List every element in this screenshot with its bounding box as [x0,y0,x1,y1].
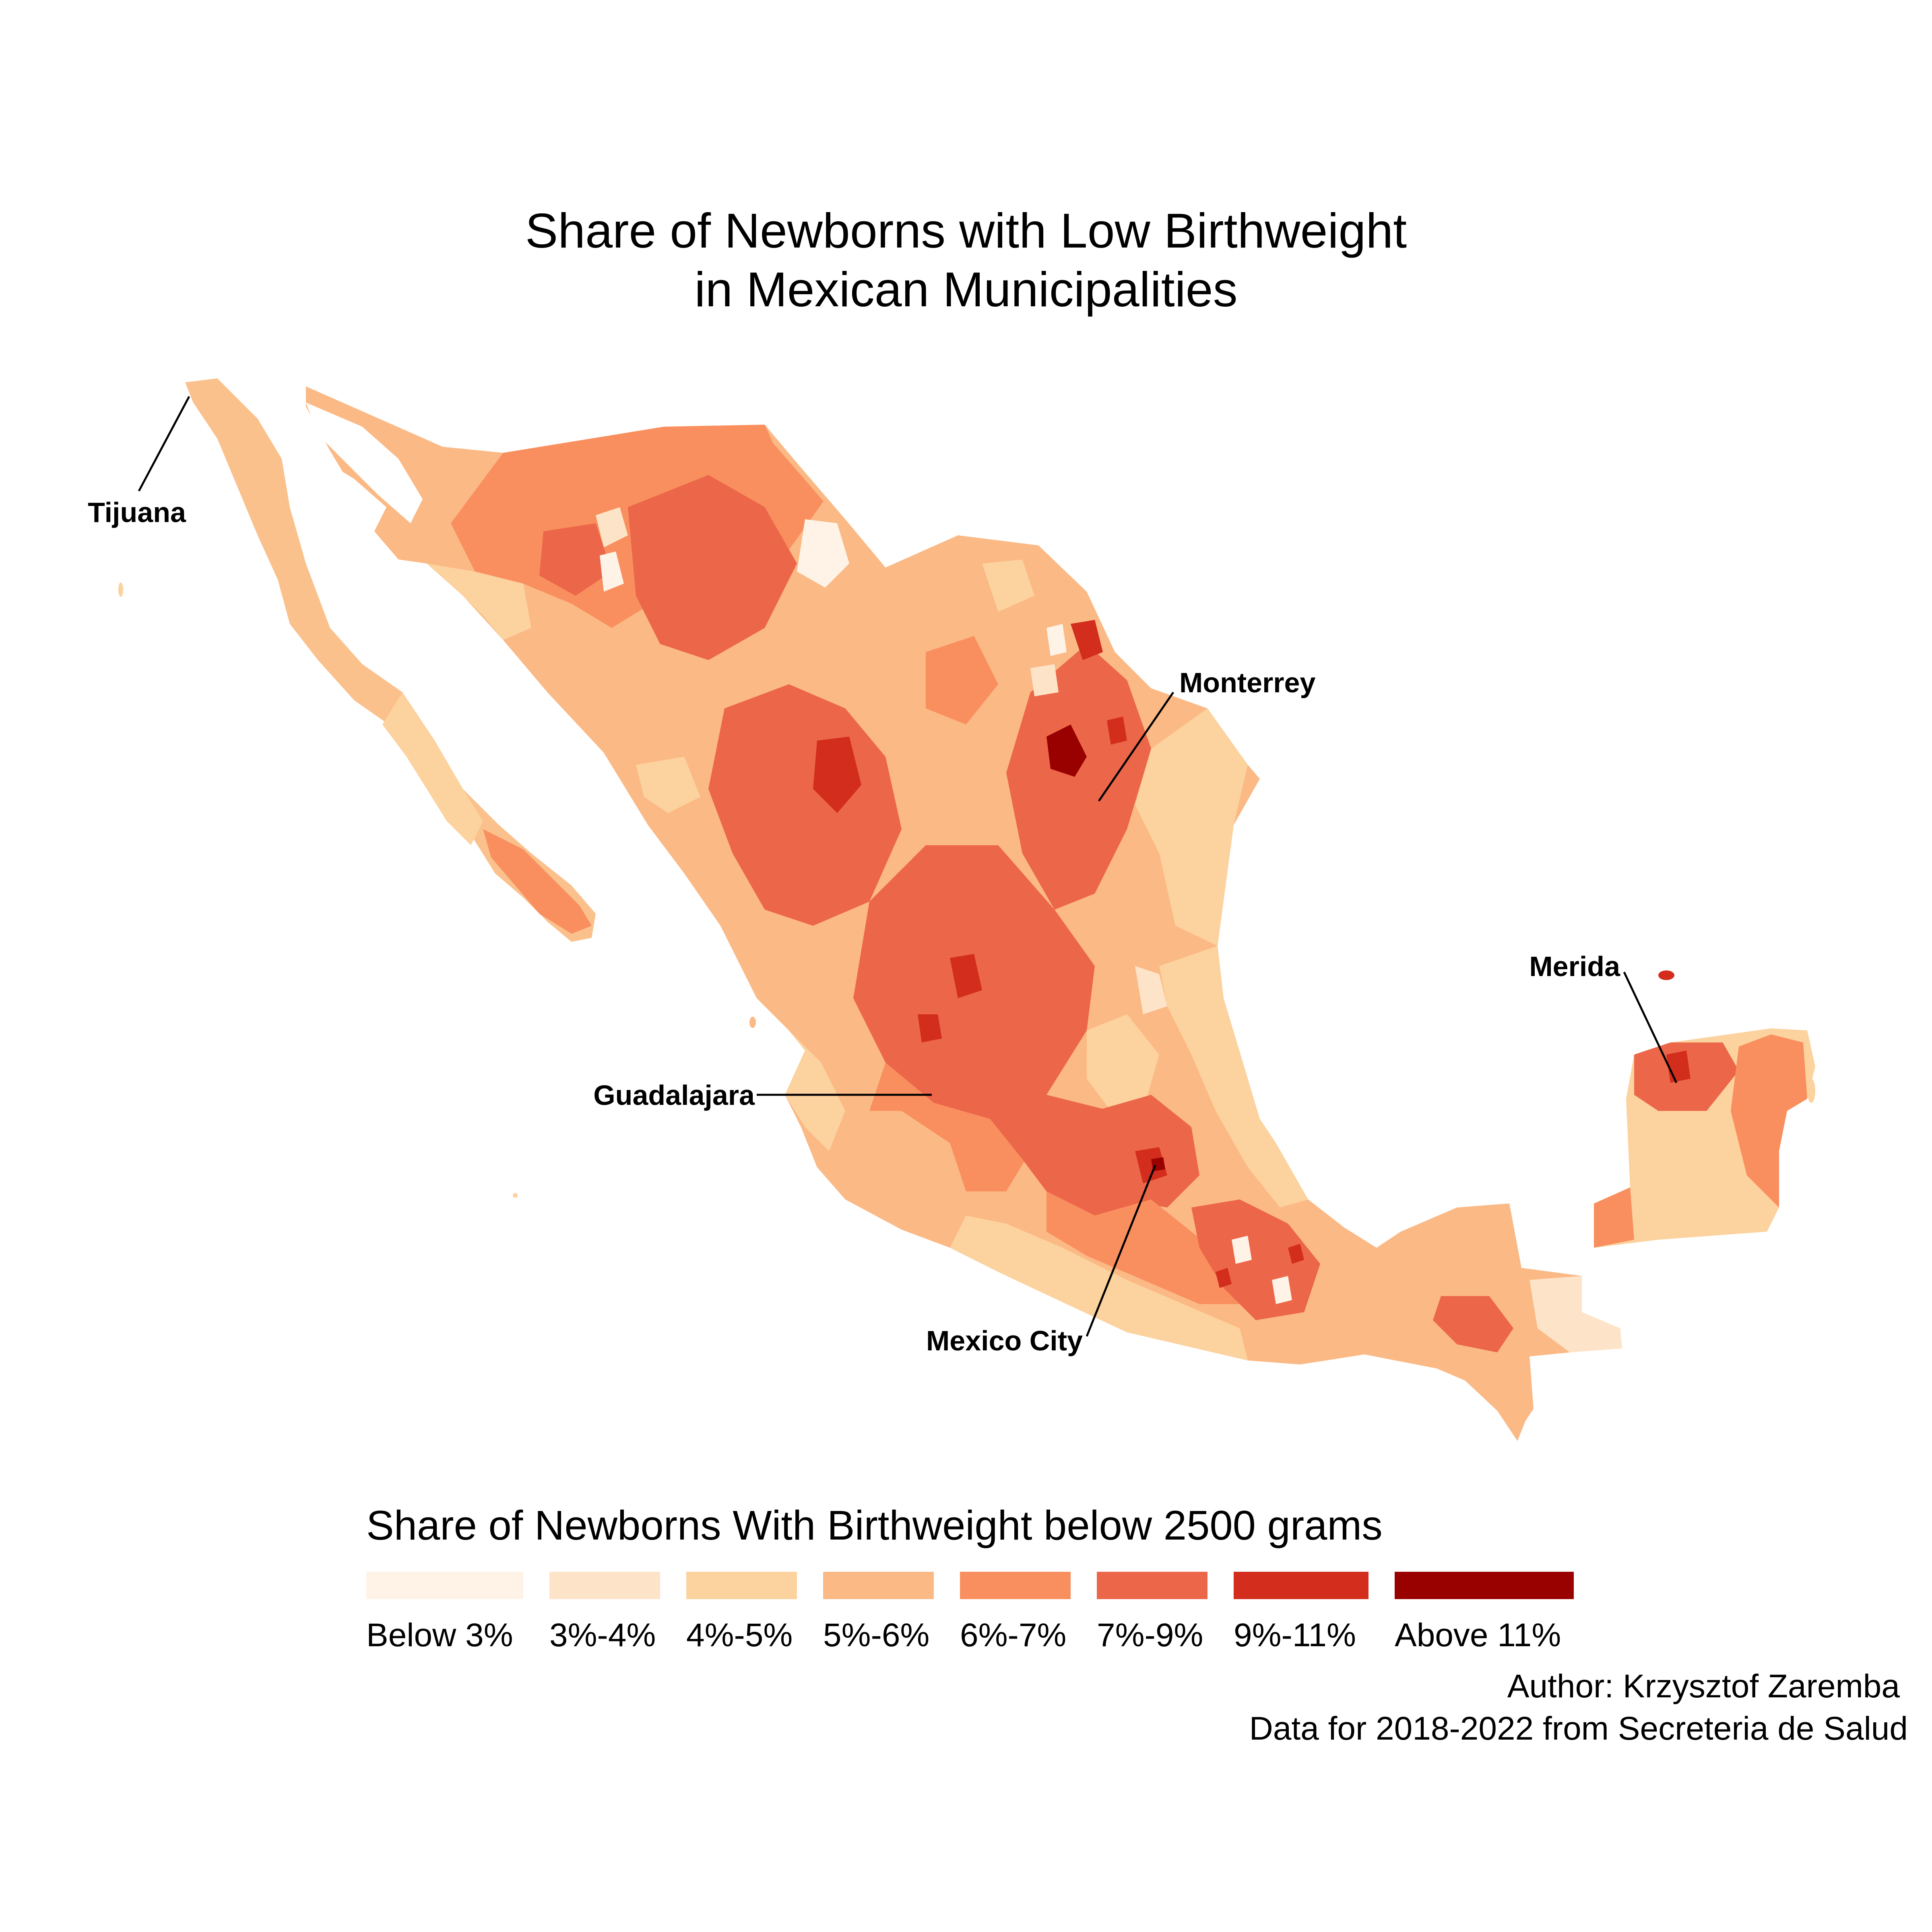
legend-label: 5%-6% [823,1617,930,1653]
author-caption: Author: Krzysztof Zaremba [1507,1668,1900,1705]
legend-label: 7%-9% [1097,1617,1203,1653]
monterrey-leader-line [1098,691,1174,802]
legend-item: 6%-7% [960,1572,1071,1653]
legend-label: 4%-5% [686,1617,793,1653]
city-label-mexico-city: Mexico City [926,1325,1083,1356]
legend-swatch [366,1572,523,1599]
legend-item: Above 11% [1395,1572,1574,1653]
island [118,582,123,597]
legend-swatch [1234,1572,1368,1599]
legend-item: 9%-11% [1234,1572,1368,1653]
gulf-of-california [306,407,604,817]
map-title-line-2: in Mexican Municipalities [694,262,1238,317]
mexico-city-leader-line [1086,1165,1156,1337]
legend-swatch [823,1572,934,1599]
baja-california-region [185,378,596,942]
city-label-guadalajara: Guadalajara [593,1080,755,1111]
los-cabos-region [483,829,592,934]
legend-swatch [960,1572,1071,1599]
legend-item: Below 3% [366,1572,523,1653]
island [1658,970,1674,980]
legend-title: Share of Newborns With Birthweight below… [366,1502,1383,1548]
merida-leader-line [1623,971,1678,1084]
baja-california-south-region [382,692,483,845]
city-label-merida: Merida [1529,951,1620,982]
legend-swatch [1395,1572,1574,1599]
legend-label: Below 3% [366,1617,513,1653]
island [749,1017,756,1028]
legend-label: 3%-4% [549,1617,656,1653]
legend-swatch [1097,1572,1208,1599]
legend-item: 7%-9% [1097,1572,1208,1653]
city-label-tijuana: Tijuana [88,497,186,528]
island [513,1193,518,1198]
legend-label: 9%-11% [1234,1617,1356,1653]
map-title-line-1: Share of Newborns with Low Birthweight [525,203,1407,258]
legend-label: 6%-7% [960,1617,1067,1653]
source-caption: Data for 2018-2022 from Secreteria de Sa… [1249,1710,1908,1747]
legend: Below 3% 3%-4% 4%-5% 5%-6% 6%-7% 7%-9% 9%-11% A… [366,1572,1614,1693]
legend-item: 3%-4% [549,1572,660,1653]
legend-item: 5%-6% [823,1572,934,1653]
tijuana-leader-line [138,396,190,492]
legend-label: Above 11% [1395,1617,1561,1653]
municipality-shading [427,425,1807,1441]
island [1807,1079,1815,1103]
gulf-of-california-upper [306,402,423,523]
legend-swatch [686,1572,797,1599]
city-callouts: Tijuana Monterrey Merida Guadalajara Mex… [88,396,1678,1356]
city-label-monterrey: Monterrey [1179,667,1315,698]
legend-item: 4%-5% [686,1572,797,1653]
legend-swatch [549,1572,660,1599]
